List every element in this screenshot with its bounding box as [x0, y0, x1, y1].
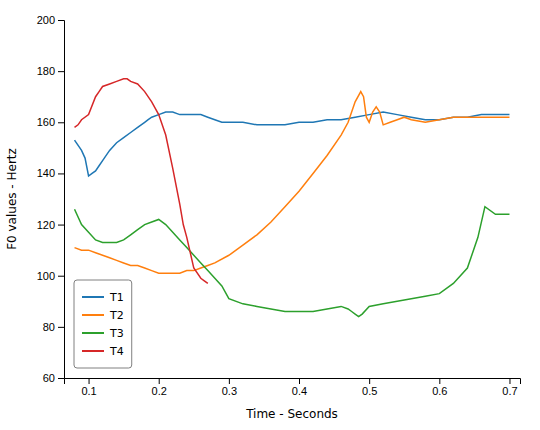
legend-label: T4	[109, 345, 124, 358]
chart: 0.1 0.2 0.3 0.4 0.5 0.6 0.7 60 80 100 120 140 160 180…	[0, 0, 540, 430]
tick-label: 0.5	[362, 385, 377, 397]
tick-label: 120	[37, 219, 55, 231]
tick-label: 0.2	[152, 385, 167, 397]
tick: 100	[37, 270, 64, 282]
tick-label: 0.1	[81, 385, 96, 397]
tick: 120	[37, 219, 64, 231]
legend-item: T3	[82, 327, 124, 340]
legend-box	[74, 280, 132, 368]
tick-label: 200	[37, 14, 55, 26]
tick-mark	[89, 378, 90, 384]
tick: 0.1	[81, 378, 96, 397]
tick-label: 80	[43, 321, 55, 333]
lines	[75, 79, 510, 317]
series-line	[75, 92, 510, 274]
axis-line	[58, 21, 65, 379]
tick-label: 0.4	[292, 385, 307, 397]
tick: 140	[37, 167, 64, 179]
tick: 180	[37, 65, 64, 77]
tick-label: 0.6	[432, 385, 447, 397]
plot: 0.1 0.2 0.3 0.4 0.5 0.6 0.7 60 80 100 120 140 160 180…	[37, 14, 521, 397]
legend: T1 T2 T3 T4	[74, 280, 132, 368]
tick: 160	[37, 116, 64, 128]
legend-item: T2	[82, 309, 124, 322]
tick-mark	[299, 378, 300, 384]
tick: 0.3	[222, 378, 237, 397]
x-axis: 0.1 0.2 0.3 0.4 0.5 0.6 0.7	[65, 378, 521, 397]
tick-mark	[58, 225, 64, 226]
tick: 0.6	[432, 378, 447, 397]
tick-label: 100	[37, 270, 55, 282]
tick-label: 0.7	[502, 385, 517, 397]
tick-mark	[159, 378, 160, 384]
tick-mark	[58, 378, 64, 379]
tick: 80	[43, 321, 64, 333]
tick-label: 60	[43, 372, 55, 384]
legend-swatch	[82, 332, 104, 334]
legend-item: T4	[82, 345, 124, 358]
tick-mark	[229, 378, 230, 384]
y-axis: 60 80 100 120 140 160 180 200	[37, 14, 65, 384]
tick-mark	[58, 276, 64, 277]
legend-label: T3	[109, 327, 124, 340]
tick-mark	[439, 378, 440, 384]
legend-swatch	[82, 350, 104, 352]
series-line	[75, 207, 510, 317]
legend-label: T2	[109, 309, 124, 322]
tick-label: 180	[37, 65, 55, 77]
tick: 200	[37, 14, 64, 26]
tick-label: 160	[37, 116, 55, 128]
series-line	[75, 112, 510, 176]
tick-mark	[58, 20, 64, 21]
y-axis-title: F0 values - Hertz	[5, 148, 19, 250]
tick: 60	[43, 372, 64, 384]
tick: 0.5	[362, 378, 377, 397]
tick-mark	[58, 71, 64, 72]
tick-label: 140	[37, 167, 55, 179]
series-line	[75, 79, 208, 284]
tick: 0.4	[292, 378, 307, 397]
tick-label: 0.3	[222, 385, 237, 397]
tick: 0.7	[502, 378, 517, 397]
tick: 0.2	[152, 378, 167, 397]
tick-mark	[58, 327, 64, 328]
legend-swatch	[82, 314, 104, 316]
tick-mark	[58, 122, 64, 123]
legend-item: T1	[82, 291, 124, 304]
x-axis-title: Time - Seconds	[245, 407, 338, 421]
tick-mark	[509, 378, 510, 384]
legend-swatch	[82, 296, 104, 298]
tick-mark	[369, 378, 370, 384]
axis-line	[65, 379, 521, 385]
tick-mark	[58, 173, 64, 174]
legend-label: T1	[109, 291, 124, 304]
